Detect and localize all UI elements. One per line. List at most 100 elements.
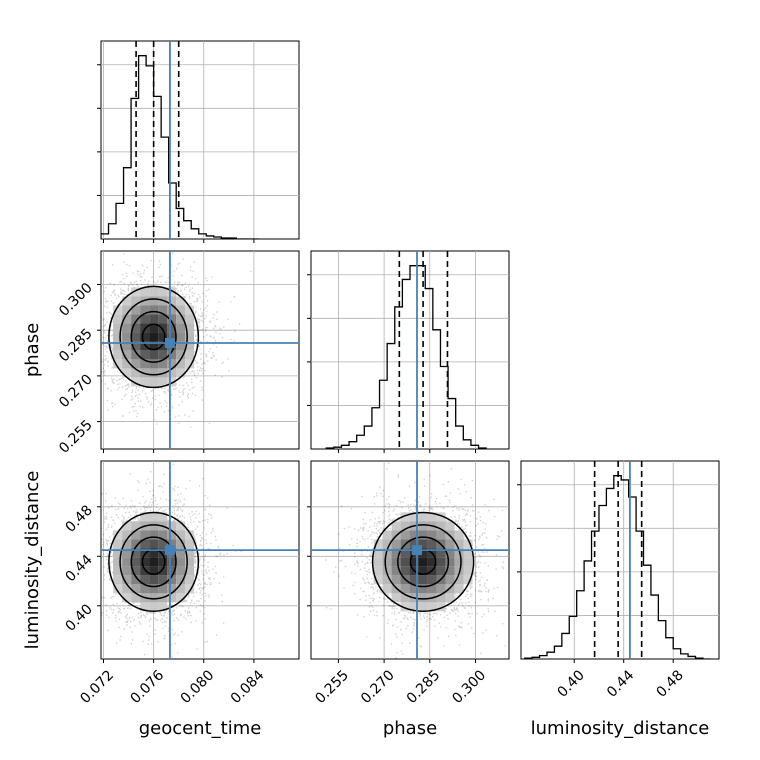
density-cell [373,548,383,558]
density-cell [445,521,455,531]
density-cell [391,593,401,603]
density-cell [113,584,123,594]
density-cell [158,314,168,324]
density-cell [463,566,473,576]
density-cell [140,323,150,333]
density-cell [176,566,186,576]
density-cell [158,377,168,387]
density-cell [122,314,132,324]
density-cell [158,557,168,567]
density-cell [140,512,150,522]
density-cell [167,521,177,531]
density-cell [122,296,132,306]
density-cell [427,539,437,549]
density-cell [149,584,159,594]
density-cell [131,314,141,324]
density-cell [185,539,195,549]
density-cell [149,287,159,297]
density-cell [158,332,168,342]
density-cell [149,566,159,576]
density-cell [391,566,401,576]
density-cell [158,323,168,333]
histogram-phase [325,265,487,449]
density-cell [149,323,159,333]
density-cell [445,557,455,567]
density-cell [158,548,168,558]
density-cell [122,341,132,351]
x-tick-label: 0.40 [554,667,587,700]
density-cell [427,557,437,567]
density-cell [185,530,195,540]
density-cell [185,548,195,558]
density-cell [382,584,392,594]
x-tick-label: 0.076 [128,667,168,707]
density-cell [113,332,123,342]
density-cell [185,332,195,342]
density-cell [158,512,168,522]
density-cell [167,530,177,540]
density-cell [176,584,186,594]
x-tick-label: 0.44 [604,667,637,700]
density-cell [185,305,195,315]
density-cell [131,575,141,585]
scatter-panel-geocent_time-vs-luminosity_distance [97,460,300,663]
x-tick-label: 0.270 [358,667,398,707]
density-cell [122,593,132,603]
density-cell [167,377,177,387]
density-cell [149,575,159,585]
y-tick-label: 0.255 [56,417,96,457]
contour-2 [384,524,462,600]
density-cell [176,305,186,315]
density-cell [122,548,132,558]
density-cell [158,575,168,585]
density-cell [176,557,186,567]
density-cell [436,566,446,576]
density-cell [122,530,132,540]
density-cell [382,566,392,576]
density-cell [140,602,150,612]
density-cell [176,296,186,306]
density-cell [149,296,159,306]
density-cell [122,521,132,531]
density-cell [140,566,150,576]
y-axis-label-phase: phase [22,323,43,377]
density-cell [167,287,177,297]
density-cell [140,584,150,594]
density-cell [149,341,159,351]
contour-2 [119,524,188,600]
density-cell [400,557,410,567]
density-cell [113,530,123,540]
density-cell [400,593,410,603]
density-cell [158,359,168,369]
density-cell [158,530,168,540]
density-cell [418,530,428,540]
density-cell [436,593,446,603]
density-cell [185,341,195,351]
density-cell [382,557,392,567]
density-cell [158,341,168,351]
density-cell [131,368,141,378]
density-cell [122,323,132,333]
density-cell [131,350,141,360]
density-cell [400,521,410,531]
density-cell [391,539,401,549]
density-cell [122,368,132,378]
density-cell [167,593,177,603]
density-cell [113,548,123,558]
density-cell [409,575,419,585]
density-cell [140,377,150,387]
density-cell [400,566,410,576]
density-cell [131,593,141,603]
density-cell [140,557,150,567]
density-cell [436,530,446,540]
density-cell [113,323,123,333]
density-cell [113,314,123,324]
contour-1 [130,310,177,363]
density-cell [176,341,186,351]
truth-marker [164,545,175,556]
density-cell [185,557,195,567]
density-cell [418,593,428,603]
density-cell [140,548,150,558]
density-cell [167,305,177,315]
density-cell [122,359,132,369]
